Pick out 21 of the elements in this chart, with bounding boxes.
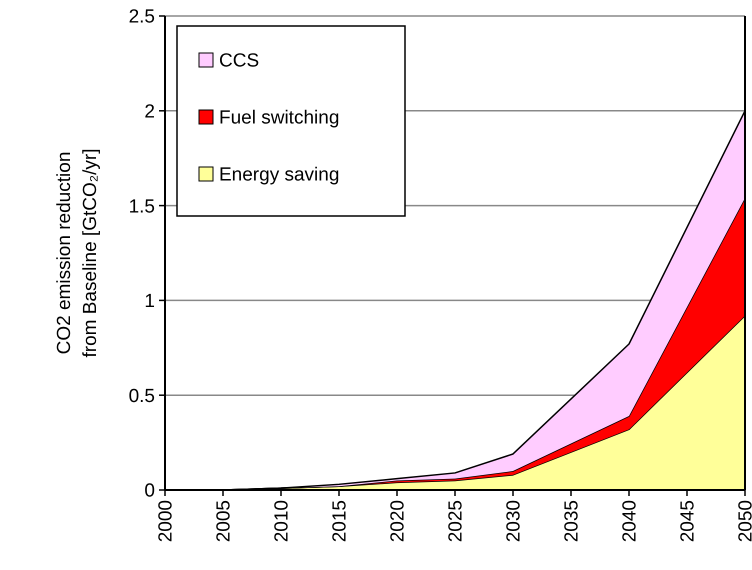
x-tick-label: 2020 bbox=[388, 500, 409, 542]
x-tick-label: 2010 bbox=[272, 500, 293, 542]
y-tick-label: 1 bbox=[144, 291, 155, 312]
y-axis-title: CO2 emission reduction from Baseline [GtCO₂/yr] bbox=[54, 148, 101, 358]
y-tick-label: 0 bbox=[144, 480, 155, 502]
legend-label: CCS bbox=[219, 50, 260, 72]
x-tick-label: 2030 bbox=[504, 500, 525, 542]
legend-label: Energy saving bbox=[219, 164, 340, 186]
y-tick-label: 0.5 bbox=[128, 386, 155, 407]
y-tick-label: 1.5 bbox=[128, 196, 155, 218]
x-tick-label: 2050 bbox=[736, 500, 752, 542]
x-tick-label: 2025 bbox=[446, 500, 467, 542]
x-tick-label: 2035 bbox=[562, 500, 583, 542]
x-tick-label: 2045 bbox=[678, 500, 699, 542]
y-tick-label: 2.5 bbox=[128, 6, 155, 28]
legend-label: Fuel switching bbox=[219, 108, 340, 129]
x-tick-label: 2015 bbox=[330, 500, 351, 542]
x-tick-label: 2000 bbox=[156, 500, 177, 542]
y-tick-label: 2 bbox=[144, 101, 155, 122]
x-tick-label: 2040 bbox=[620, 500, 641, 542]
x-tick-label: 2005 bbox=[214, 500, 235, 542]
